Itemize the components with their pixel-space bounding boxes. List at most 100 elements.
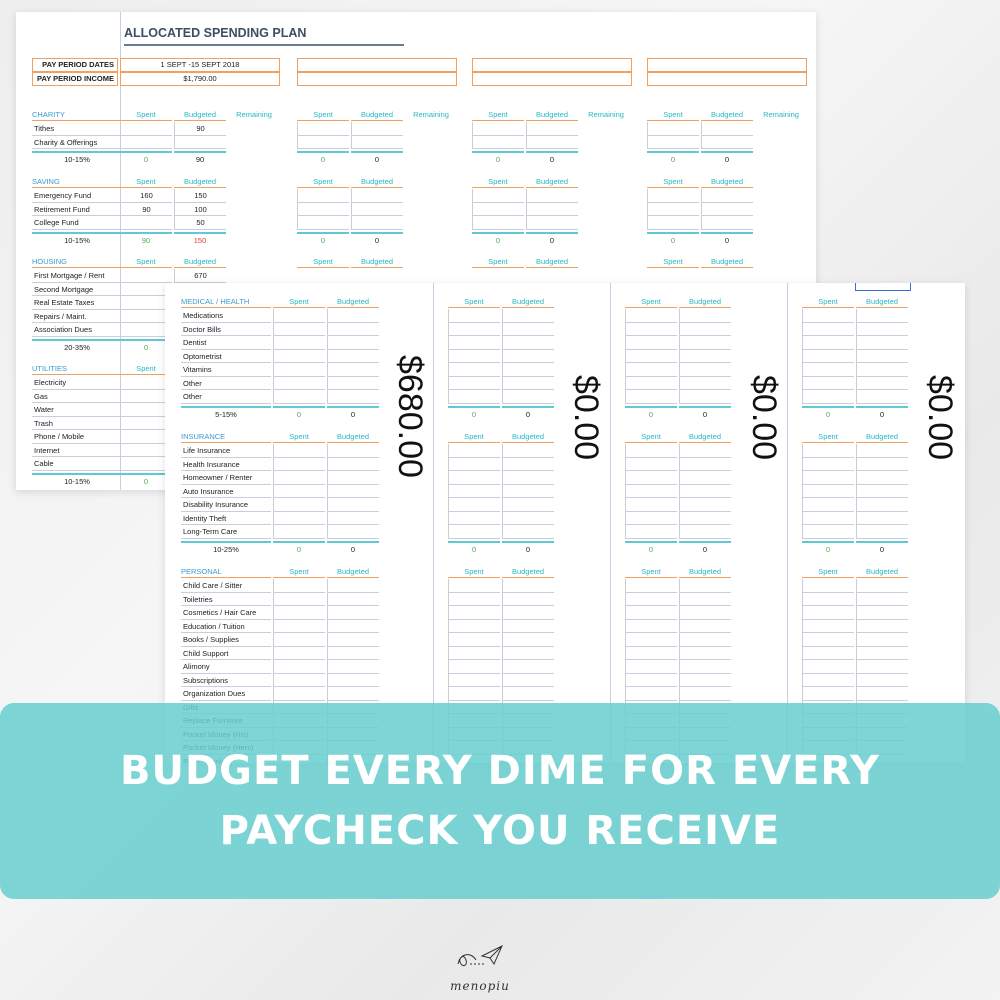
budgeted-total: 90: [174, 151, 226, 164]
budgeted-cell: [351, 122, 403, 136]
budgeted-cell: [856, 619, 908, 633]
spent-cell: [802, 511, 854, 525]
budgeted-cell: [679, 484, 731, 498]
budgeted-cell: [351, 189, 403, 203]
spent-cell: [120, 430, 172, 444]
budgeted-cell: [502, 633, 554, 647]
budgeted-total: 0: [856, 540, 908, 554]
spent-cell: [647, 189, 699, 203]
spent-cell: [448, 363, 500, 377]
paper-plane-icon: [457, 944, 504, 967]
budgeted-cell: 50: [174, 216, 226, 230]
row-label: Books / Supplies: [181, 633, 271, 647]
spent-cell: [120, 443, 172, 457]
budgeted-header: Budgeted: [526, 110, 578, 121]
spent-cell: [802, 457, 854, 471]
budgeted-cell: [327, 511, 379, 525]
budgeted-cell: [526, 122, 578, 136]
category-range: 10-15%: [32, 231, 122, 245]
pay-period-dates-label: PAY PERIOD DATES: [32, 58, 118, 72]
row-label: Other: [181, 390, 271, 404]
spent-header: Spent: [448, 432, 500, 443]
budgeted-cell: [679, 673, 731, 687]
category-title: UTILITIES: [32, 364, 122, 375]
budgeted-cell: [856, 322, 908, 336]
row-label: Emergency Fund: [32, 189, 122, 203]
budgeted-cell: [856, 471, 908, 485]
budgeted-total: 0: [502, 540, 554, 554]
spent-total: 90: [120, 231, 172, 245]
spent-total: 0: [625, 540, 677, 554]
row-label: College Fund: [32, 216, 122, 230]
budgeted-cell: [679, 336, 731, 350]
spent-total: 0: [120, 151, 172, 164]
budgeted-header: Budgeted: [701, 110, 753, 121]
budgeted-total: 0: [502, 405, 554, 419]
remaining-header: Remaining: [236, 110, 272, 119]
spent-header: Spent: [647, 257, 699, 268]
spent-header: Spent: [802, 297, 854, 308]
spent-cell: [472, 122, 524, 136]
budgeted-cell: [679, 633, 731, 647]
spent-cell: [120, 216, 172, 230]
category-range: 5-15%: [181, 405, 271, 419]
pay-period-box: [297, 58, 457, 72]
spent-header: Spent: [273, 567, 325, 578]
spent-total: 0: [297, 151, 349, 164]
budgeted-cell: [679, 619, 731, 633]
column-divider: [787, 283, 788, 763]
budgeted-cell: [679, 498, 731, 512]
spent-header: Spent: [297, 110, 349, 121]
spent-header: Spent: [297, 257, 349, 268]
budgeted-cell: [856, 457, 908, 471]
spent-cell: [273, 660, 325, 674]
spent-cell: [625, 646, 677, 660]
spent-cell: [273, 363, 325, 377]
headline-banner: BUDGET EVERY DIME FOR EVERY PAYCHECK YOU…: [0, 703, 1000, 899]
row-label: Repairs / Maint.: [32, 310, 122, 323]
spent-cell: [448, 687, 500, 701]
spent-total: 0: [273, 540, 325, 554]
spent-cell: [273, 687, 325, 701]
spent-total: 0: [472, 231, 524, 245]
remaining-amount: $0.00: [921, 375, 959, 461]
spent-cell: [273, 498, 325, 512]
budgeted-cell: [856, 363, 908, 377]
budgeted-cell: [327, 646, 379, 660]
budgeted-total: 0: [679, 540, 731, 554]
row-label: Doctor Bills: [181, 323, 271, 336]
pay-period-income-label: PAY PERIOD INCOME: [32, 72, 118, 86]
budgeted-header: Budgeted: [502, 297, 554, 308]
row-label: Long-Term Care: [181, 525, 271, 539]
spent-cell: [448, 525, 500, 539]
spent-cell: [273, 619, 325, 633]
budgeted-cell: [327, 484, 379, 498]
spent-header: Spent: [297, 177, 349, 188]
budgeted-cell: [856, 484, 908, 498]
budgeted-total: 0: [327, 405, 379, 419]
spent-cell: [625, 349, 677, 363]
spent-cell: [472, 202, 524, 216]
budgeted-cell: [502, 619, 554, 633]
budgeted-cell: [502, 457, 554, 471]
spent-cell: [448, 511, 500, 525]
budgeted-cell: [502, 363, 554, 377]
remaining-header: Remaining: [763, 110, 799, 119]
budgeted-header: Budgeted: [351, 257, 403, 268]
budgeted-cell: [679, 606, 731, 620]
row-label: Other: [181, 377, 271, 390]
budgeted-cell: [679, 511, 731, 525]
budgeted-cell: [327, 349, 379, 363]
spent-header: Spent: [625, 297, 677, 308]
budgeted-cell: [679, 525, 731, 539]
row-label: Association Dues: [32, 323, 122, 337]
spent-cell: [802, 349, 854, 363]
budgeted-cell: [526, 216, 578, 230]
spent-cell: [625, 376, 677, 390]
spent-cell: [472, 189, 524, 203]
spent-cell: [448, 660, 500, 674]
spent-cell: [273, 673, 325, 687]
row-label: Cosmetics / Hair Care: [181, 606, 271, 620]
pay-period-box: [472, 72, 632, 86]
budgeted-cell: [526, 135, 578, 149]
